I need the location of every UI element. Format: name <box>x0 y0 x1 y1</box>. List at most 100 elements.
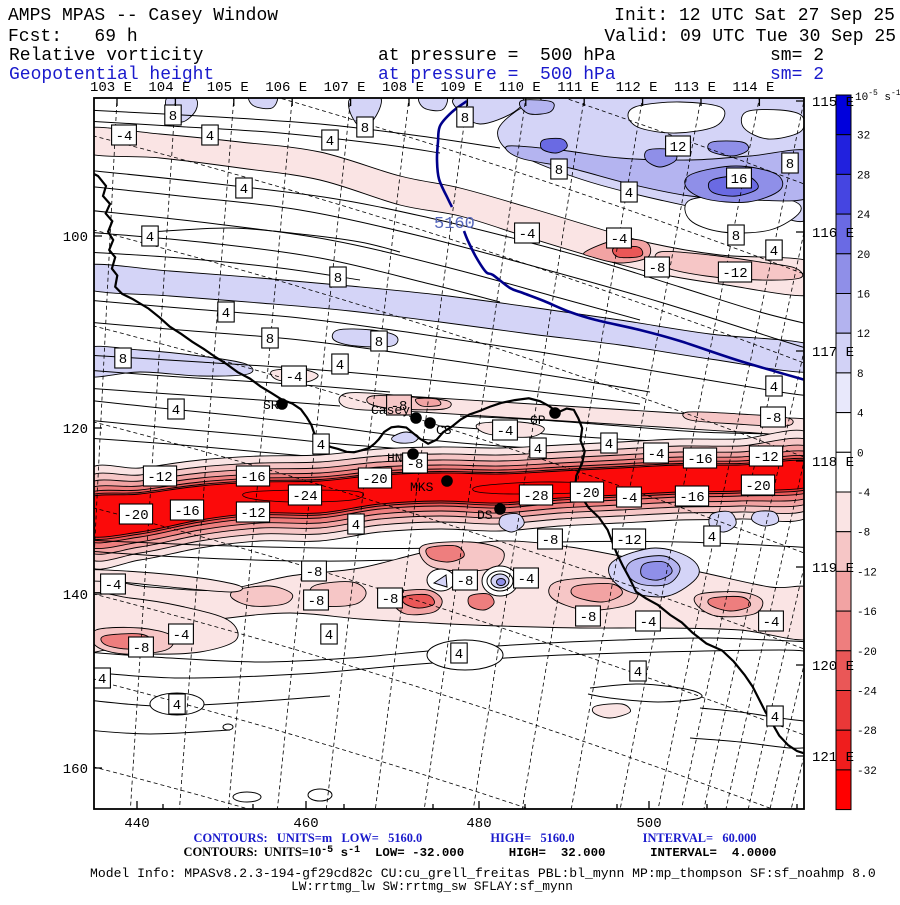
svg-text:113 E: 113 E <box>674 80 716 96</box>
svg-text:-28: -28 <box>857 726 877 738</box>
svg-text:-16: -16 <box>174 504 199 520</box>
svg-text:24: 24 <box>857 210 871 222</box>
svg-text:-24: -24 <box>292 489 317 505</box>
svg-text:12: 12 <box>670 140 687 156</box>
svg-text:Casey: Casey <box>371 403 410 418</box>
svg-text:20: 20 <box>857 250 870 262</box>
svg-text:8: 8 <box>786 157 794 173</box>
svg-text:-8: -8 <box>391 399 408 415</box>
svg-text:-8: -8 <box>308 594 325 610</box>
svg-text:-8: -8 <box>580 610 597 626</box>
svg-text:AMPS MPAS -- Casey Window: AMPS MPAS -- Casey Window <box>8 6 278 26</box>
svg-text:-12: -12 <box>147 470 172 486</box>
svg-text:-8: -8 <box>765 411 782 427</box>
svg-text:140: 140 <box>63 588 88 604</box>
svg-text:-4: -4 <box>173 628 190 644</box>
svg-text:sm= 2: sm= 2 <box>770 65 824 85</box>
svg-text:HN: HN <box>387 451 403 466</box>
svg-text:4: 4 <box>634 665 642 681</box>
svg-text:GP: GP <box>530 413 546 428</box>
svg-text:Model Info: MPASv8.2.3-194-gf2: Model Info: MPASv8.2.3-194-gf29cd82c CU:… <box>90 866 876 881</box>
svg-text:CS: CS <box>436 423 452 438</box>
svg-text:-8: -8 <box>857 528 870 540</box>
svg-text:5160: 5160 <box>434 215 475 234</box>
svg-text:4: 4 <box>326 134 334 150</box>
svg-text:-32: -32 <box>857 766 877 778</box>
svg-text:-20: -20 <box>362 472 387 488</box>
svg-text:-4: -4 <box>518 572 535 588</box>
svg-text:500: 500 <box>636 816 661 832</box>
svg-text:-20: -20 <box>574 486 599 502</box>
svg-text:-4: -4 <box>640 615 657 631</box>
svg-text:-8: -8 <box>649 261 666 277</box>
svg-text:8: 8 <box>361 121 369 137</box>
svg-text:4: 4 <box>771 710 779 726</box>
svg-text:-12: -12 <box>240 506 265 522</box>
svg-text:-4: -4 <box>105 578 122 594</box>
svg-text:104 E: 104 E <box>148 80 190 96</box>
svg-text:-16: -16 <box>687 452 712 468</box>
svg-text:MKS: MKS <box>410 480 434 495</box>
svg-text:4: 4 <box>352 518 360 534</box>
svg-text:8: 8 <box>461 111 469 127</box>
svg-text:-8: -8 <box>457 574 474 590</box>
svg-text:4: 4 <box>605 437 613 453</box>
svg-text:-4: -4 <box>857 488 871 500</box>
svg-text:-20: -20 <box>123 508 148 524</box>
svg-text:460: 460 <box>293 816 318 832</box>
svg-text:4: 4 <box>206 129 214 145</box>
svg-text:111 E: 111 E <box>557 80 599 96</box>
svg-text:-16: -16 <box>857 607 877 619</box>
svg-text:-4: -4 <box>497 424 514 440</box>
svg-text:-20: -20 <box>857 647 877 659</box>
svg-text:121 E: 121 E <box>812 750 854 766</box>
svg-text:8: 8 <box>119 352 127 368</box>
svg-text:4: 4 <box>857 409 864 421</box>
svg-text:-4: -4 <box>286 370 303 386</box>
svg-text:8: 8 <box>555 163 563 179</box>
svg-text:8: 8 <box>857 369 864 381</box>
svg-text:DS: DS <box>477 508 493 523</box>
svg-text:4: 4 <box>146 230 154 246</box>
svg-text:117 E: 117 E <box>812 345 854 361</box>
svg-text:-8: -8 <box>407 457 424 473</box>
svg-text:-24: -24 <box>857 687 877 699</box>
svg-text:4: 4 <box>770 380 778 396</box>
svg-text:-8: -8 <box>306 565 323 581</box>
svg-text:-12: -12 <box>722 266 747 282</box>
svg-text:109 E: 109 E <box>440 80 482 96</box>
svg-text:at pressure = 500 hPa: at pressure = 500 hPa <box>378 46 616 66</box>
svg-text:440: 440 <box>124 816 149 832</box>
svg-text:-16: -16 <box>679 490 704 506</box>
svg-text:Fcst: 69 h: Fcst: 69 h <box>8 27 138 47</box>
svg-text:8: 8 <box>266 332 274 348</box>
svg-text:107 E: 107 E <box>324 80 366 96</box>
svg-text:4: 4 <box>172 403 180 419</box>
svg-text:-8: -8 <box>133 641 150 657</box>
svg-text:16: 16 <box>731 172 748 188</box>
svg-text:sm= 2: sm= 2 <box>770 46 824 66</box>
svg-text:8: 8 <box>732 229 740 245</box>
svg-text:100: 100 <box>63 230 88 246</box>
svg-text:at pressure = 500 hPa: at pressure = 500 hPa <box>378 65 616 85</box>
svg-text:12: 12 <box>857 329 870 341</box>
svg-text:-8: -8 <box>382 592 399 608</box>
svg-text:4: 4 <box>534 442 542 458</box>
svg-text:4: 4 <box>317 438 325 454</box>
svg-text:-4: -4 <box>648 447 665 463</box>
svg-text:CONTOURS: UNITS=m LOW= 5: CONTOURS: UNITS=m LOW= 5160.0 HIGH= 5160… <box>194 831 757 845</box>
svg-text:-8: -8 <box>542 533 559 549</box>
svg-text:28: 28 <box>857 170 870 182</box>
svg-text:118 E: 118 E <box>812 455 854 471</box>
svg-text:119 E: 119 E <box>812 561 854 577</box>
svg-text:115 E: 115 E <box>812 95 854 111</box>
svg-text:112 E: 112 E <box>616 80 658 96</box>
svg-text:160: 160 <box>63 762 88 778</box>
svg-text:4: 4 <box>222 306 230 322</box>
svg-text:4: 4 <box>173 698 181 714</box>
svg-text:16: 16 <box>857 290 870 302</box>
svg-text:108 E: 108 E <box>382 80 424 96</box>
svg-text:Relative vorticity: Relative vorticity <box>9 46 204 66</box>
svg-text:4: 4 <box>625 186 633 202</box>
svg-text:116 E: 116 E <box>812 226 854 242</box>
